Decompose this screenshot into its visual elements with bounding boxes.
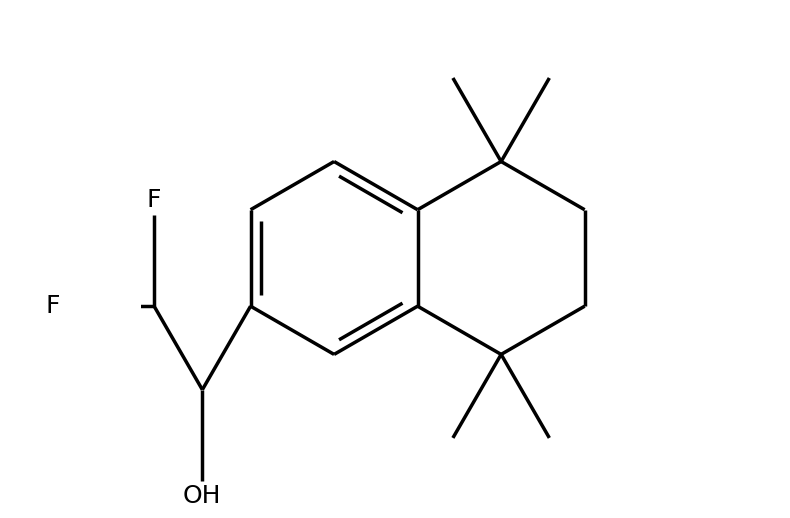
- Text: F: F: [147, 188, 161, 212]
- Text: OH: OH: [183, 484, 222, 508]
- Text: F: F: [46, 294, 60, 318]
